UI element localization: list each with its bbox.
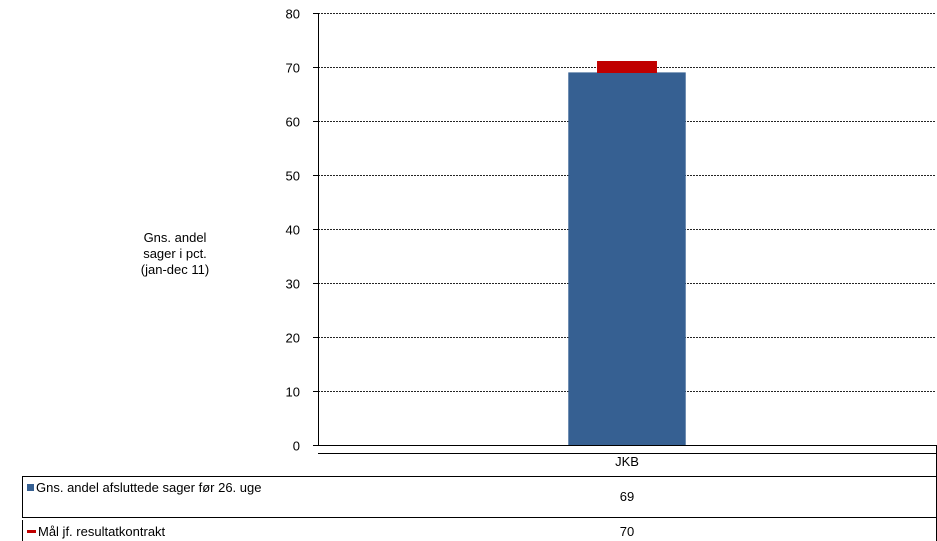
target-marker-jkb	[597, 61, 657, 73]
y-tick-label-60: 60	[286, 115, 300, 130]
category-label-jkb: JKB	[615, 454, 639, 469]
y-axis-label: Gns. andel sager i pct. (jan-dec 11)	[140, 230, 210, 277]
bar-jkb	[568, 72, 686, 446]
legend-bar-swatch	[27, 484, 34, 491]
table-row-label-target: Mål jf. resultatkontrakt	[22, 520, 317, 541]
bars	[568, 61, 686, 446]
y-tick-label-20: 20	[286, 331, 300, 346]
legend-target-swatch	[27, 530, 36, 533]
y-tick-label-40: 40	[286, 223, 300, 238]
legend-target-label: Mål jf. resultatkontrakt	[38, 524, 166, 539]
y-tick-label-30: 30	[286, 277, 300, 292]
legend-bar-label: Gns. andel afsluttede sager før 26. uge	[36, 480, 262, 495]
table-row-label-bar: Gns. andel afsluttede sager før 26. uge	[22, 477, 317, 517]
y-tick-label-80: 80	[286, 7, 300, 22]
y-tick-label-50: 50	[286, 169, 300, 184]
table-cell-target-value: 70	[619, 524, 635, 539]
table-cell-bar-value: 69	[619, 489, 635, 504]
y-tick-label-0: 0	[293, 439, 300, 454]
y-tick-labels: 0 10 20 30 40 50 60 70 80	[286, 7, 300, 454]
y-tick-label-70: 70	[286, 61, 300, 76]
y-tick-label-10: 10	[286, 385, 300, 400]
